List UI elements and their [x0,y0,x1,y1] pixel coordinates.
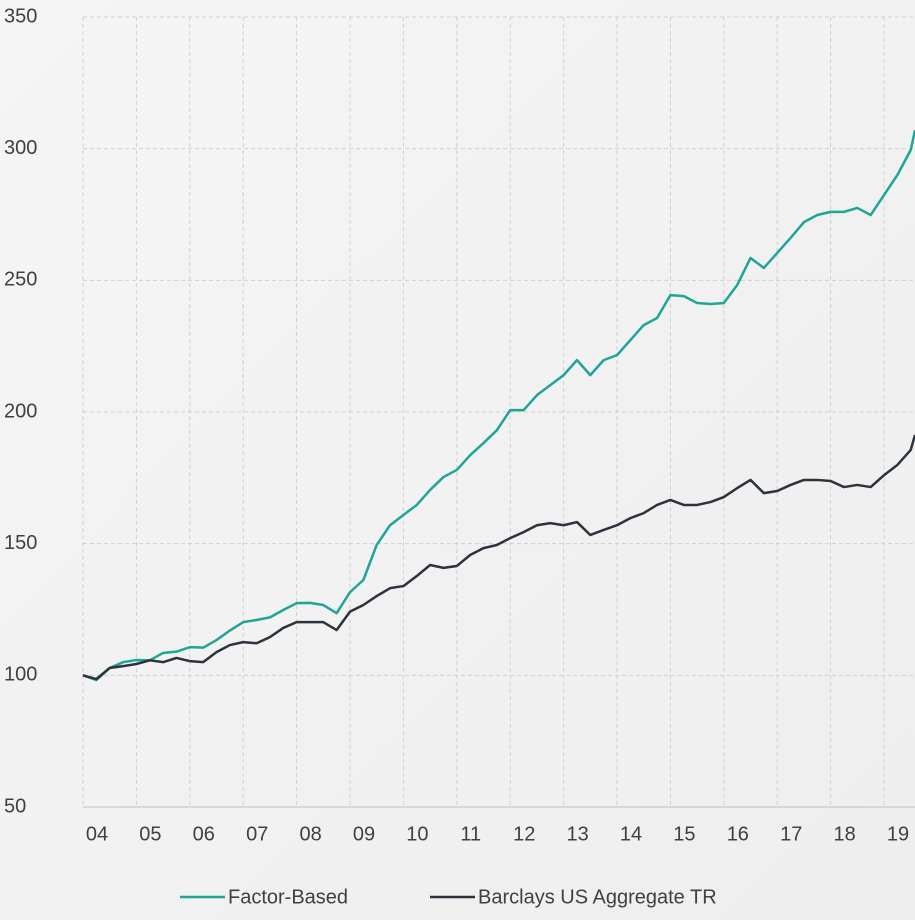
x-tick-label: 17 [780,823,802,845]
y-tick-label: 50 [4,795,26,817]
y-tick-label: 350 [4,5,37,27]
x-tick-label: 05 [139,823,161,845]
legend-label: Factor-Based [228,886,348,908]
x-tick-label: 18 [834,823,856,845]
x-tick-label: 19 [887,823,909,845]
x-tick-label: 04 [86,823,108,845]
x-tick-label: 08 [299,823,321,845]
x-tick-label: 11 [460,823,481,845]
x-tick-label: 12 [513,823,535,845]
series-line [82,434,915,681]
x-tick-label: 16 [727,823,749,845]
legend-label: Barclays US Aggregate TR [478,886,717,908]
series-line [82,129,915,682]
x-tick-label: 15 [673,823,695,845]
y-tick-label: 250 [4,269,37,291]
y-tick-label: 150 [4,532,37,554]
y-tick-label: 100 [4,664,37,686]
y-tick-label: 300 [4,137,37,159]
x-tick-label: 14 [620,823,642,845]
x-tick-label: 10 [406,823,428,845]
y-tick-label: 200 [4,400,37,422]
x-tick-label: 09 [353,823,375,845]
x-tick-label: 07 [246,823,268,845]
x-tick-label: 06 [193,823,215,845]
x-tick-label: 13 [566,823,588,845]
